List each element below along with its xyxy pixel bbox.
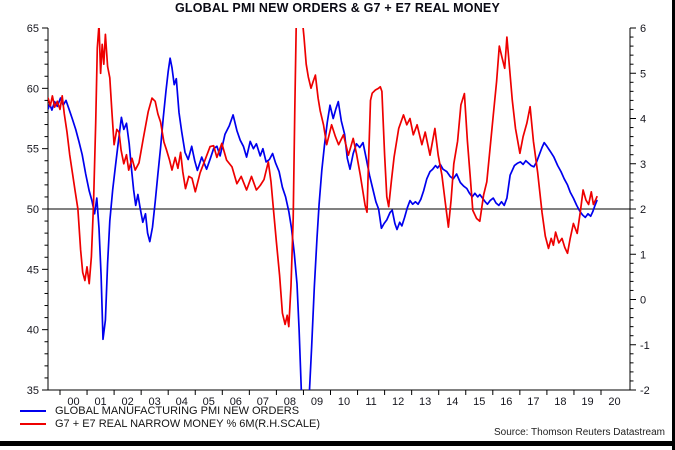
x-axis-tick-label: 12 <box>392 396 404 408</box>
right-axis-tick-label: 2 <box>640 204 646 216</box>
series-line-real-money <box>48 28 598 328</box>
left-axis-tick-label: 50 <box>27 204 39 216</box>
x-axis-tick-label: 15 <box>473 396 485 408</box>
x-axis-tick-label: 20 <box>608 396 620 408</box>
x-axis-tick-label: 19 <box>581 396 593 408</box>
page-title: GLOBAL PMI NEW ORDERS & G7 + E7 REAL MON… <box>175 1 500 15</box>
x-axis-tick-label: 10 <box>338 396 350 408</box>
x-axis-tick-label: 17 <box>527 396 539 408</box>
x-axis-tick-label: 05 <box>203 396 215 408</box>
right-axis-tick-label: 0 <box>640 295 646 307</box>
x-axis-tick-label: 11 <box>365 396 376 408</box>
legend-item-pmi: GLOBAL MANUFACTURING PMI NEW ORDERS <box>20 404 320 417</box>
x-axis-tick-label: 01 <box>94 396 106 408</box>
x-axis-tick-label: 07 <box>257 396 269 408</box>
right-axis-tick-label: 3 <box>640 159 646 171</box>
x-axis-tick-label: 16 <box>500 396 512 408</box>
left-axis-tick-label: 45 <box>27 264 39 276</box>
legend-line-blue-icon <box>20 409 46 412</box>
x-axis-tick-label: 18 <box>554 396 566 408</box>
x-axis-tick-label: 09 <box>311 396 323 408</box>
x-axis-tick-label: 14 <box>446 396 458 408</box>
left-axis-tick-label: 35 <box>27 385 39 397</box>
x-axis-tick-label: 13 <box>419 396 431 408</box>
right-axis-tick-label: 6 <box>640 23 646 35</box>
left-axis-tick-label: 40 <box>27 325 39 337</box>
x-axis-tick-label: 04 <box>176 396 188 408</box>
x-axis-tick-label: 02 <box>122 396 134 408</box>
legend-line-red-icon <box>20 422 46 425</box>
right-axis-tick-label: -2 <box>640 385 650 397</box>
x-axis-tick-label: 00 <box>67 396 79 408</box>
left-axis-tick-label: 65 <box>27 23 39 35</box>
window-bottom-border <box>0 441 675 446</box>
x-axis-tick-label: 08 <box>284 396 296 408</box>
source-credit: Source: Thomson Reuters Datastream <box>493 427 665 438</box>
series-line-pmi <box>48 57 598 390</box>
right-axis-tick-label: 5 <box>640 68 646 80</box>
chart-legend: GLOBAL MANUFACTURING PMI NEW ORDERS G7 +… <box>20 404 320 430</box>
legend-label-pmi: GLOBAL MANUFACTURING PMI NEW ORDERS <box>55 404 300 417</box>
x-axis-tick-label: 03 <box>149 396 161 408</box>
left-axis-tick-label: 55 <box>27 144 39 156</box>
right-axis-tick-label: -1 <box>640 340 650 352</box>
right-axis-tick-label: 1 <box>640 249 646 261</box>
x-axis-tick-label: 06 <box>230 396 242 408</box>
window-right-border <box>672 0 675 450</box>
legend-label-money: G7 + E7 REAL NARROW MONEY % 6M(R.H.SCALE… <box>55 417 320 430</box>
right-axis-tick-label: 4 <box>640 114 646 126</box>
left-axis-tick-label: 60 <box>27 83 39 95</box>
legend-item-money: G7 + E7 REAL NARROW MONEY % 6M(R.H.SCALE… <box>20 417 320 430</box>
